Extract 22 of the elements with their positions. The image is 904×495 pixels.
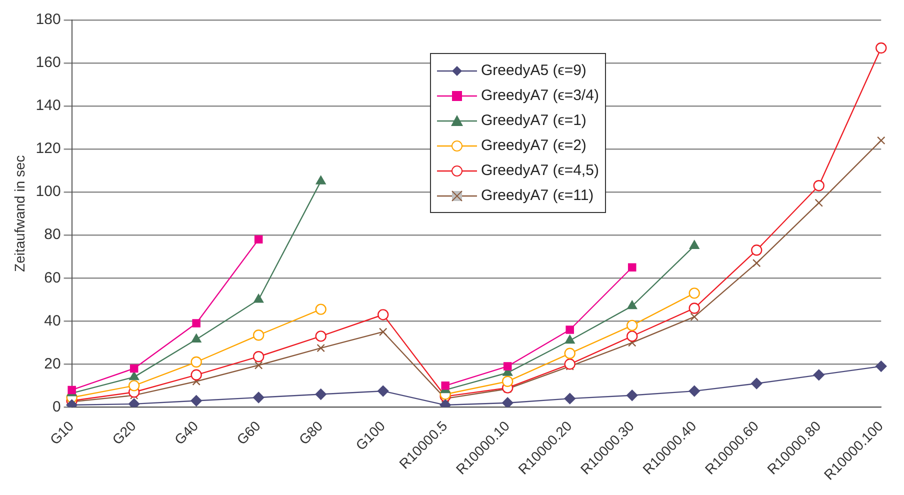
x-tick-label: G80: [296, 418, 326, 448]
y-tick-label: 60: [44, 269, 61, 286]
legend-label: GreedyA7 (ϵ=11): [481, 187, 594, 204]
y-axis-title: Zeitaufwand in sec: [11, 155, 28, 272]
legend-label: GreedyA5 (ϵ=9): [481, 62, 586, 79]
x-tick-label: G40: [171, 418, 202, 448]
y-tick-label: 80: [44, 226, 61, 244]
legend-label: GreedyA7 (ϵ=1): [481, 112, 586, 129]
y-tick-label: 100: [36, 183, 61, 200]
legend-label: GreedyA7 (ϵ=3/4): [481, 87, 599, 104]
y-tick-label: 0: [52, 398, 61, 416]
x-tick-label: G60: [233, 418, 264, 448]
y-tick-label: 180: [36, 11, 61, 28]
y-tick-label: 140: [36, 97, 61, 114]
y-tick-label: 160: [36, 54, 61, 72]
y-tick-label: 20: [44, 355, 61, 372]
legend-label: GreedyA7 (ϵ=2): [481, 137, 586, 154]
y-tick-label: 40: [44, 312, 61, 330]
x-tick-label: G10: [46, 418, 77, 448]
y-tick-label: 120: [36, 140, 61, 158]
legend-label: GreedyA7 (ϵ=4,5): [481, 162, 599, 179]
x-tick-label: G20: [108, 418, 140, 448]
